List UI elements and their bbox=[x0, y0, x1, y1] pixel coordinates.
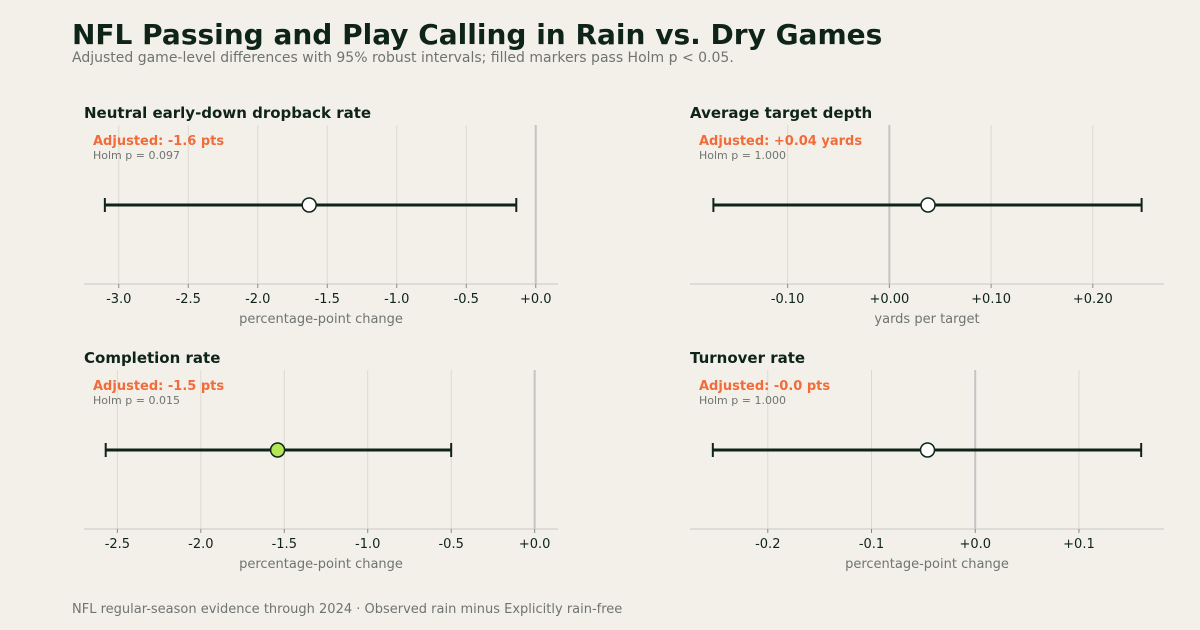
holm-p-label: Holm p = 0.097 bbox=[93, 149, 180, 162]
holm-p-label: Holm p = 1.000 bbox=[699, 394, 786, 407]
x-tick-label: +0.00 bbox=[869, 292, 909, 307]
x-tick-label: -2.0 bbox=[188, 537, 213, 552]
panel-title: Completion rate bbox=[84, 349, 220, 367]
x-tick-label: -1.0 bbox=[355, 537, 380, 552]
panel-title: Average target depth bbox=[690, 104, 872, 122]
x-tick-label: +0.0 bbox=[520, 292, 552, 307]
point-estimate-marker bbox=[919, 442, 936, 458]
x-tick-label: -1.5 bbox=[272, 537, 297, 552]
page-title: NFL Passing and Play Calling in Rain vs.… bbox=[72, 18, 883, 51]
adjusted-estimate-label: Adjusted: -0.0 pts bbox=[699, 379, 830, 394]
x-tick-label: -0.1 bbox=[859, 537, 884, 552]
x-axis-label: percentage-point change bbox=[845, 557, 1009, 572]
x-tick-label: +0.0 bbox=[519, 537, 551, 552]
x-tick-label: -3.0 bbox=[106, 292, 131, 307]
page-subtitle: Adjusted game-level differences with 95%… bbox=[72, 50, 734, 66]
x-axis-label: percentage-point change bbox=[239, 557, 403, 572]
holm-p-label: Holm p = 0.015 bbox=[93, 394, 180, 407]
x-tick-label: -2.5 bbox=[105, 537, 130, 552]
adjusted-estimate-label: Adjusted: -1.5 pts bbox=[93, 379, 224, 394]
x-tick-label: +0.1 bbox=[1063, 537, 1095, 552]
x-tick-label: +0.0 bbox=[959, 537, 991, 552]
point-estimate-marker bbox=[920, 197, 936, 213]
point-estimate-marker bbox=[301, 197, 317, 213]
x-tick-label: -1.0 bbox=[384, 292, 409, 307]
x-tick-label: -0.2 bbox=[755, 537, 780, 552]
x-tick-label: -2.0 bbox=[245, 292, 270, 307]
x-axis-label: percentage-point change bbox=[239, 312, 403, 327]
x-tick-label: +0.20 bbox=[1073, 292, 1113, 307]
panel-title: Neutral early-down dropback rate bbox=[84, 104, 371, 122]
adjusted-estimate-label: Adjusted: +0.04 yards bbox=[699, 134, 862, 149]
x-tick-label: -0.5 bbox=[454, 292, 479, 307]
x-tick-label: -0.5 bbox=[438, 537, 463, 552]
x-tick-label: -1.5 bbox=[315, 292, 340, 307]
point-estimate-marker bbox=[269, 442, 286, 458]
x-tick-label: +0.10 bbox=[971, 292, 1011, 307]
panel-title: Turnover rate bbox=[690, 349, 805, 367]
holm-p-label: Holm p = 1.000 bbox=[699, 149, 786, 162]
x-axis-label: yards per target bbox=[874, 312, 979, 327]
adjusted-estimate-label: Adjusted: -1.6 pts bbox=[93, 134, 224, 149]
footer-note: NFL regular-season evidence through 2024… bbox=[72, 602, 623, 617]
x-tick-label: -2.5 bbox=[176, 292, 201, 307]
x-tick-label: -0.10 bbox=[771, 292, 805, 307]
